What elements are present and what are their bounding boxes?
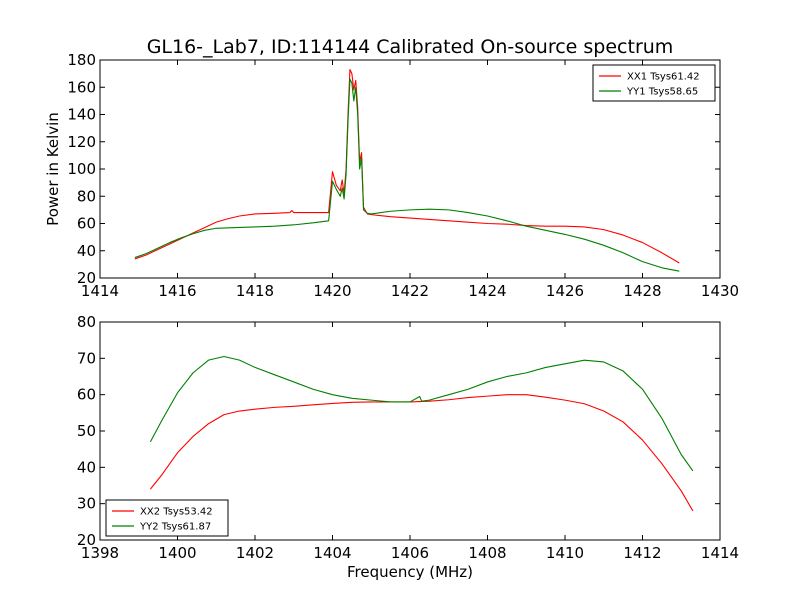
y-tick-label: 160 (67, 78, 96, 96)
y-tick-label: 180 (67, 51, 96, 69)
y-tick-label: 40 (77, 242, 96, 260)
legend-entry: XX1 Tsys61.42 (627, 72, 700, 83)
y-tick-label: 80 (77, 313, 96, 331)
y-tick-label: 60 (77, 386, 96, 404)
x-tick-label: 1424 (468, 282, 506, 300)
y-tick-label: 60 (77, 215, 96, 233)
x-tick-label: 1420 (313, 282, 351, 300)
figure-title: GL16-_Lab7, ID:114144 Calibrated On-sour… (147, 36, 674, 58)
series-line-2-1 (149, 394, 694, 512)
x-tick-label: 1400 (158, 544, 196, 562)
x-tick-label: 1412 (623, 544, 661, 562)
x-tick-label: 1410 (546, 544, 584, 562)
y-tick-label: 30 (77, 495, 96, 513)
y-tick-label: 140 (67, 106, 96, 124)
subplot-1: 1414 1416 1418 1420 1422 1424 1426 1428 1430 20 40… (44, 51, 739, 300)
subplot-2: 1398 1400 1402 1404 1406 1408 1410 1412 1414 20 30… (77, 313, 739, 562)
y-tick-label: 70 (77, 349, 96, 367)
x-tick-label: 1406 (391, 544, 429, 562)
x-tick-label: 1414 (701, 544, 739, 562)
x-tick-label: 1426 (546, 282, 584, 300)
y-tick-label: 100 (67, 160, 96, 178)
legend: XX2 Tsys53.42 YY2 Tsys61.87 (105, 499, 229, 537)
legend-entry: YY2 Tsys61.87 (139, 522, 211, 533)
legend-box (105, 499, 229, 537)
y-tick-label: 20 (77, 531, 96, 549)
x-tick-label: 1414 (81, 282, 119, 300)
legend-entry: XX2 Tsys53.42 (140, 507, 213, 518)
x-tick-label: 1408 (468, 544, 506, 562)
series-line-2-2 (149, 355, 694, 472)
legend-entry: YY1 Tsys58.65 (626, 87, 698, 98)
x-tick-label: 1404 (313, 544, 351, 562)
x-axis-label: Frequency (MHz) (347, 563, 473, 581)
series-line-1-2 (134, 78, 680, 272)
legend-box (592, 64, 716, 102)
y-tick-label: 80 (77, 187, 96, 205)
x-tick-label: 1430 (701, 282, 739, 300)
x-tick-label: 1418 (236, 282, 274, 300)
x-tick-label: 1402 (236, 544, 274, 562)
x-tick-label: 1422 (391, 282, 429, 300)
y-tick-label: 50 (77, 422, 96, 440)
y-tick-label: 40 (77, 458, 96, 476)
x-tick-label: 1428 (623, 282, 661, 300)
y-tick-label: 120 (67, 133, 96, 151)
x-tick-label: 1416 (158, 282, 196, 300)
x-tick-label: 1398 (81, 544, 119, 562)
y-tick-label: 20 (77, 269, 96, 287)
legend: XX1 Tsys61.42 YY1 Tsys58.65 (592, 64, 716, 102)
y-axis-label: Power in Kelvin (44, 112, 62, 226)
